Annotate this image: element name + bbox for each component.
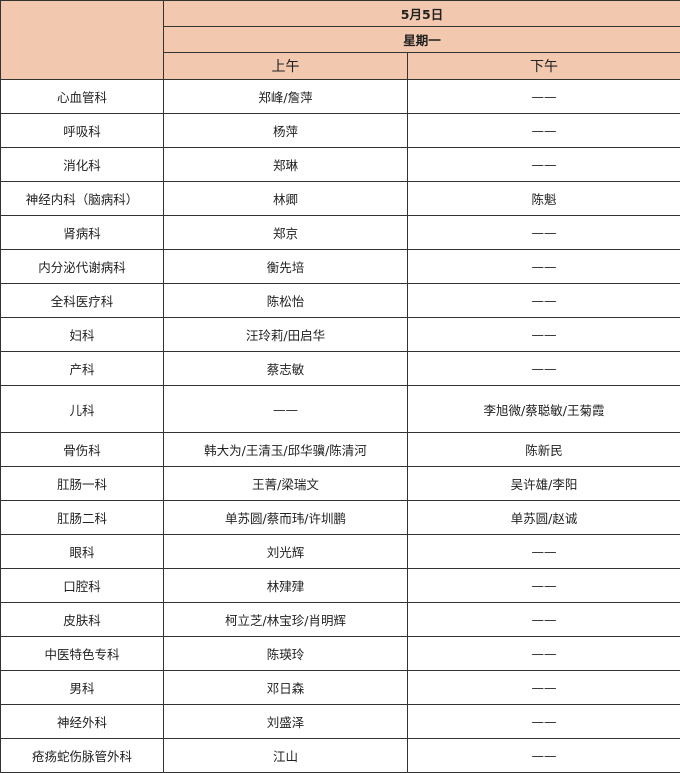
weekday-header: 星期一 [164, 27, 680, 53]
morning-doctor-cell: 刘光辉 [164, 535, 408, 569]
morning-doctor-cell: 衡先培 [164, 250, 408, 284]
table-row: 呼吸科杨萍—— [1, 114, 680, 148]
afternoon-doctor-cell: —— [408, 80, 680, 114]
morning-doctor-cell: 蔡志敏 [164, 352, 408, 386]
morning-doctor-cell: 郑峰/詹萍 [164, 80, 408, 114]
department-cell: 呼吸科 [1, 114, 164, 148]
department-cell: 中医特色专科 [1, 637, 164, 671]
table-row: 内分泌代谢病科衡先培—— [1, 250, 680, 284]
department-cell: 皮肤科 [1, 603, 164, 637]
table-row: 中医特色专科陈瑛玲—— [1, 637, 680, 671]
morning-doctor-cell: —— [164, 386, 408, 433]
table-row: 男科邓日森—— [1, 671, 680, 705]
department-cell: 疮疡蛇伤脉管外科 [1, 739, 164, 773]
afternoon-doctor-cell: 陈魁 [408, 182, 680, 216]
afternoon-doctor-cell: 吴许雄/李阳 [408, 467, 680, 501]
department-cell: 内分泌代谢病科 [1, 250, 164, 284]
department-cell: 妇科 [1, 318, 164, 352]
table-row: 神经内科（脑病科）林卿陈魁 [1, 182, 680, 216]
afternoon-doctor-cell: —— [408, 250, 680, 284]
morning-doctor-cell: 单苏圆/蔡而玮/许圳鹏 [164, 501, 408, 535]
afternoon-doctor-cell: 单苏圆/赵诚 [408, 501, 680, 535]
table-row: 肾病科郑京—— [1, 216, 680, 250]
morning-doctor-cell: 林卿 [164, 182, 408, 216]
morning-doctor-cell: 刘盛泽 [164, 705, 408, 739]
table-row: 肛肠一科王菁/梁瑞文吴许雄/李阳 [1, 467, 680, 501]
date-header: 5月5日 [164, 1, 680, 27]
afternoon-doctor-cell: —— [408, 671, 680, 705]
morning-doctor-cell: 王菁/梁瑞文 [164, 467, 408, 501]
department-cell: 神经内科（脑病科） [1, 182, 164, 216]
afternoon-header: 下午 [408, 53, 680, 80]
afternoon-doctor-cell: —— [408, 216, 680, 250]
afternoon-doctor-cell: —— [408, 535, 680, 569]
afternoon-doctor-cell: 李旭微/蔡聪敏/王菊霞 [408, 386, 680, 433]
table-row: 肛肠二科单苏圆/蔡而玮/许圳鹏单苏圆/赵诚 [1, 501, 680, 535]
morning-doctor-cell: 林肂肂 [164, 569, 408, 603]
table-row: 消化科郑琳—— [1, 148, 680, 182]
table-row: 儿科——李旭微/蔡聪敏/王菊霞 [1, 386, 680, 433]
morning-doctor-cell: 杨萍 [164, 114, 408, 148]
table-row: 全科医疗科陈松怡—— [1, 284, 680, 318]
table-row: 心血管科郑峰/詹萍—— [1, 80, 680, 114]
afternoon-doctor-cell: —— [408, 637, 680, 671]
department-cell: 消化科 [1, 148, 164, 182]
table-row: 神经外科刘盛泽—— [1, 705, 680, 739]
afternoon-doctor-cell: 陈新民 [408, 433, 680, 467]
morning-doctor-cell: 陈瑛玲 [164, 637, 408, 671]
morning-doctor-cell: 郑京 [164, 216, 408, 250]
department-cell: 肛肠二科 [1, 501, 164, 535]
afternoon-doctor-cell: —— [408, 114, 680, 148]
department-cell: 神经外科 [1, 705, 164, 739]
afternoon-doctor-cell: —— [408, 705, 680, 739]
afternoon-doctor-cell: —— [408, 352, 680, 386]
table-row: 骨伤科韩大为/王清玉/邱华骥/陈清河陈新民 [1, 433, 680, 467]
department-cell: 口腔科 [1, 569, 164, 603]
table-row: 妇科汪玲莉/田启华—— [1, 318, 680, 352]
department-cell: 肾病科 [1, 216, 164, 250]
department-cell: 眼科 [1, 535, 164, 569]
table-row: 眼科刘光辉—— [1, 535, 680, 569]
morning-header: 上午 [164, 53, 408, 80]
morning-doctor-cell: 郑琳 [164, 148, 408, 182]
morning-doctor-cell: 邓日森 [164, 671, 408, 705]
table-row: 疮疡蛇伤脉管外科江山—— [1, 739, 680, 773]
morning-doctor-cell: 江山 [164, 739, 408, 773]
department-cell: 肛肠一科 [1, 467, 164, 501]
table-row: 口腔科林肂肂—— [1, 569, 680, 603]
afternoon-doctor-cell: —— [408, 148, 680, 182]
corner-cell [1, 1, 164, 80]
department-cell: 产科 [1, 352, 164, 386]
afternoon-doctor-cell: —— [408, 284, 680, 318]
table-row: 产科蔡志敏—— [1, 352, 680, 386]
table-row: 皮肤科柯立芝/林宝珍/肖明辉—— [1, 603, 680, 637]
afternoon-doctor-cell: —— [408, 739, 680, 773]
afternoon-doctor-cell: —— [408, 318, 680, 352]
morning-doctor-cell: 柯立芝/林宝珍/肖明辉 [164, 603, 408, 637]
morning-doctor-cell: 韩大为/王清玉/邱华骥/陈清河 [164, 433, 408, 467]
morning-doctor-cell: 陈松怡 [164, 284, 408, 318]
afternoon-doctor-cell: —— [408, 569, 680, 603]
department-cell: 全科医疗科 [1, 284, 164, 318]
department-cell: 心血管科 [1, 80, 164, 114]
department-cell: 骨伤科 [1, 433, 164, 467]
department-cell: 男科 [1, 671, 164, 705]
morning-doctor-cell: 汪玲莉/田启华 [164, 318, 408, 352]
department-cell: 儿科 [1, 386, 164, 433]
afternoon-doctor-cell: —— [408, 603, 680, 637]
